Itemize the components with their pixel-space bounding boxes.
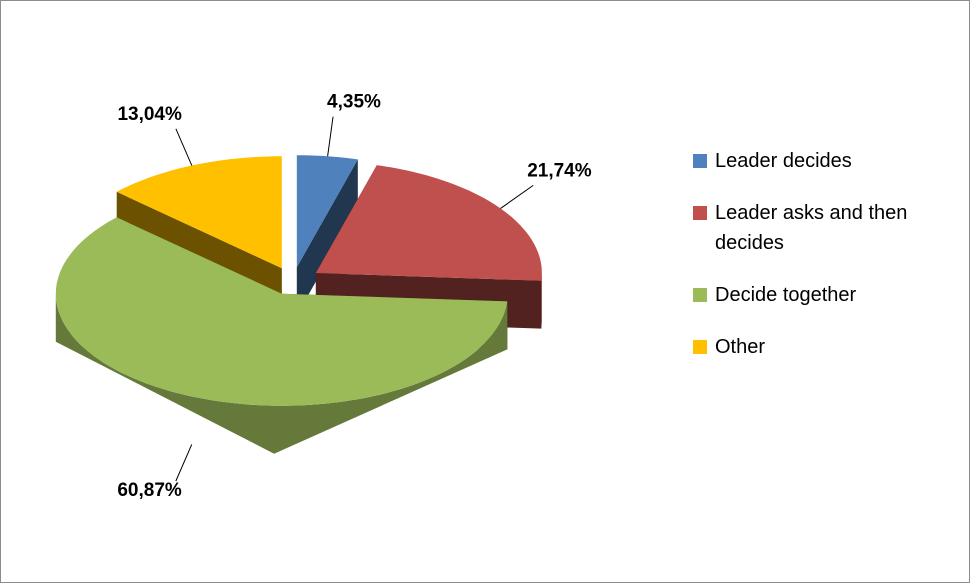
slice-side xyxy=(296,159,358,316)
slice-tops xyxy=(55,155,542,406)
slice xyxy=(116,156,282,269)
legend-item: Leader decides xyxy=(693,146,963,176)
leader-line xyxy=(175,444,193,482)
legend-swatch xyxy=(693,340,707,354)
data-label: 4,35% xyxy=(327,92,381,113)
data-label: 13,04% xyxy=(117,104,182,125)
legend-label: Leader asks and then decides xyxy=(715,202,908,254)
slice xyxy=(296,155,358,268)
slice xyxy=(315,165,542,281)
leader-line xyxy=(175,128,193,166)
data-label: 21,74% xyxy=(527,160,592,181)
legend-swatch xyxy=(693,206,707,220)
legend-label: Decide together xyxy=(715,284,857,306)
legend-item: Other xyxy=(693,332,963,362)
legend-item: Leader asks and then decides xyxy=(693,198,963,258)
legend-label: Other xyxy=(715,336,766,358)
leader-line xyxy=(500,184,534,209)
legend-swatch xyxy=(693,288,707,302)
leader-line xyxy=(327,116,334,157)
legend: Leader decides Leader asks and then decid… xyxy=(693,146,963,384)
legend-swatch xyxy=(693,154,707,168)
slice-side xyxy=(541,273,542,329)
slice xyxy=(55,217,508,406)
legend-label: Leader decides xyxy=(715,150,852,172)
slice-side xyxy=(55,293,508,454)
data-label: 60,87% xyxy=(117,480,182,501)
legend-item: Decide together xyxy=(693,280,963,310)
